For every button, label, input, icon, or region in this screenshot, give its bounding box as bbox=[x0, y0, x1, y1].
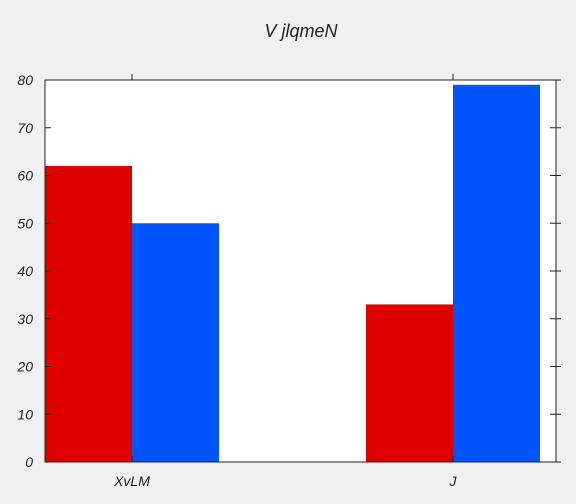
y-tick-label: 40 bbox=[17, 263, 33, 279]
x-axis: XvLM J bbox=[113, 74, 458, 489]
bar-j-series-2 bbox=[453, 84, 540, 463]
y-tick-label: 0 bbox=[25, 454, 33, 470]
y-tick-label: 70 bbox=[17, 120, 33, 136]
x-tick-label: XvLM bbox=[113, 473, 150, 489]
bar-j-series-1 bbox=[366, 304, 453, 462]
bars-group bbox=[45, 84, 540, 463]
y-tick-label: 80 bbox=[17, 72, 33, 88]
y-tick-label: 30 bbox=[17, 311, 33, 327]
y-tick-label: 20 bbox=[16, 359, 33, 375]
y-tick-label: 50 bbox=[17, 215, 33, 231]
bar-xvlm-series-2 bbox=[132, 223, 219, 462]
y-axis: 0 10 20 30 40 50 60 70 80 bbox=[16, 72, 561, 470]
y-tick-label: 10 bbox=[17, 406, 33, 422]
x-tick-label: J bbox=[449, 473, 458, 489]
bar-xvlm-series-1 bbox=[45, 165, 132, 462]
chart-title: V jlqmeN bbox=[264, 21, 338, 41]
y-tick-label: 60 bbox=[17, 168, 33, 184]
